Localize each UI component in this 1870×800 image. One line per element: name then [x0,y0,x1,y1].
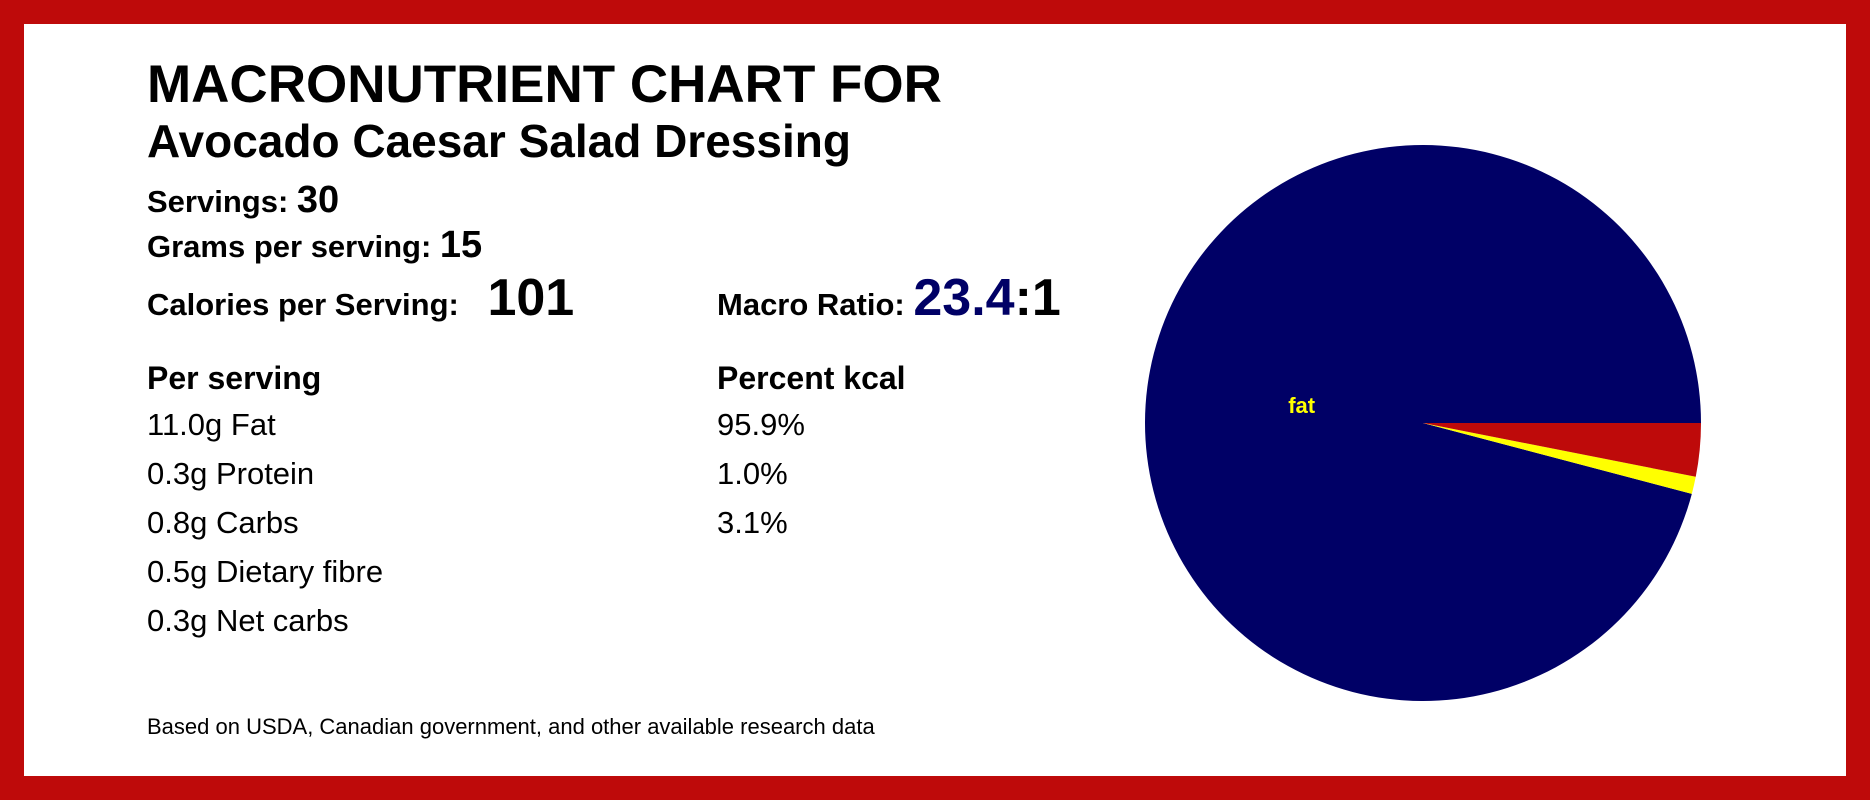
stat-line: Grams per serving: 15 [147,226,482,264]
pie-slice [1423,423,1701,477]
per-serving-row: 0.5g Dietary fibre [147,554,384,589]
subtitle: Avocado Caesar Salad Dressing [147,115,851,167]
value-suffix: :1 [1014,269,1061,327]
per-serving-row: 0.3g Protein [147,456,315,491]
heading: Per serving [147,360,322,396]
value: 23.4 [913,269,1015,327]
label: Macro Ratio: [717,287,905,322]
title: MACRONUTRIENT CHART FOR [147,55,942,114]
heading: Percent kcal [717,360,906,396]
value: 101 [487,269,575,327]
slice-label: fat [1288,393,1316,418]
per-serving-row: 0.8g Carbs [147,505,299,540]
stat-line: Servings: 30 [147,181,339,219]
percent-row: 95.9% [717,407,805,442]
pie-slice [1145,144,1702,701]
label: Servings: [147,184,289,219]
footer: Based on USDA, Canadian government, and … [147,714,875,739]
pie-slice [1423,423,1696,494]
per-serving-row: 11.0g Fat [147,407,276,442]
per-serving-row: 0.3g Net carbs [147,603,349,638]
percent-row: 1.0% [717,456,788,491]
label: Grams per serving: [147,229,432,264]
value: 15 [439,224,483,266]
stat-line: Macro Ratio: 23.4:1 [717,272,1061,324]
stat-line: Calories per Serving: 101 [147,272,574,324]
label: Calories per Serving: [147,287,459,322]
percent-row: 3.1% [717,505,788,540]
value: 30 [296,179,340,221]
